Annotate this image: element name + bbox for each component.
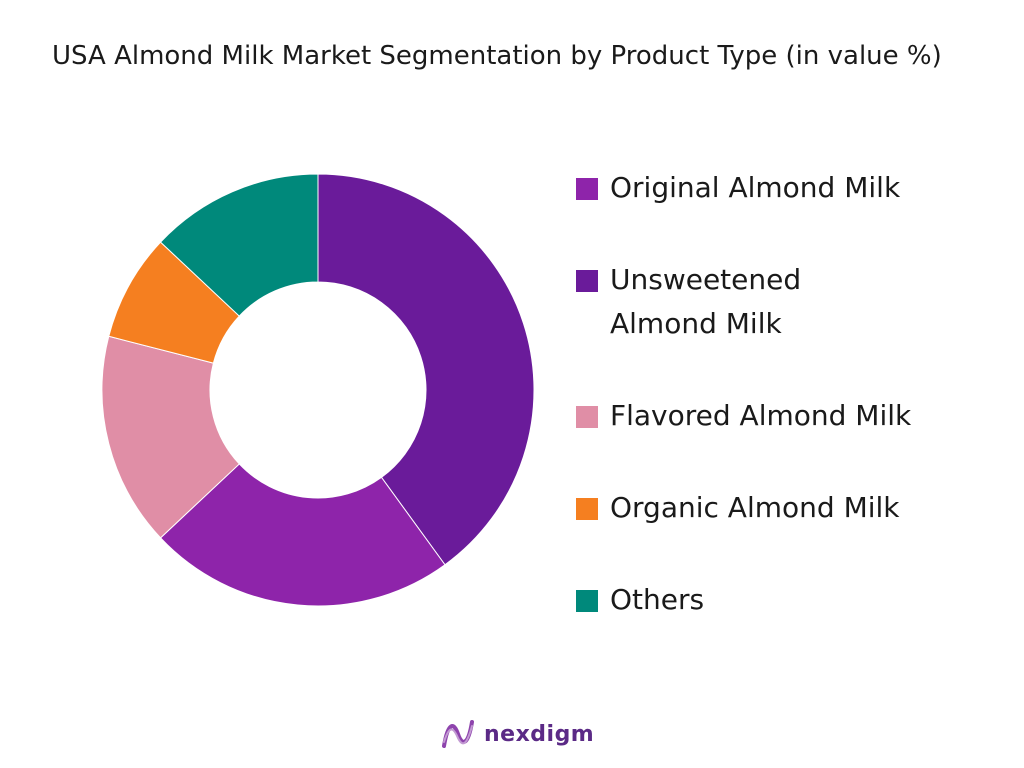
legend-label: Organic Almond Milk (610, 491, 900, 524)
legend-swatch (576, 498, 598, 520)
legend-item-organic: Organic Almond Milk (576, 486, 1016, 530)
legend-swatch (576, 178, 598, 200)
chart-title: USA Almond Milk Market Segmentation by P… (52, 41, 942, 71)
donut-slices (101, 173, 535, 607)
legend-swatch (576, 270, 598, 292)
legend-swatch (576, 590, 598, 612)
legend-item-flavored: Flavored Almond Milk (576, 394, 1016, 438)
slice-flavored-almond-milk (101, 335, 240, 539)
legend-swatch (576, 406, 598, 428)
slice-unsweetened-almond-milk (317, 173, 535, 566)
legend-label: Unsweetened Almond Milk (610, 263, 802, 340)
legend-item-others: Others (576, 578, 1016, 622)
legend-label: Others (610, 583, 705, 616)
slice-others (159, 173, 319, 317)
legend-item-original: Original Almond Milk (576, 166, 1016, 210)
brand-name: nexdigm (484, 721, 595, 747)
nexdigm-logo-icon (442, 720, 474, 748)
brand-logo: nexdigm (440, 714, 594, 754)
legend: Original Almond Milk Unsweetened Almond … (576, 166, 1016, 622)
slice-original-almond-milk (159, 463, 446, 607)
legend-item-unsweetened: Unsweetened Almond Milk (576, 258, 870, 346)
legend-label: Flavored Almond Milk (610, 399, 912, 432)
legend-label: Original Almond Milk (610, 171, 901, 204)
